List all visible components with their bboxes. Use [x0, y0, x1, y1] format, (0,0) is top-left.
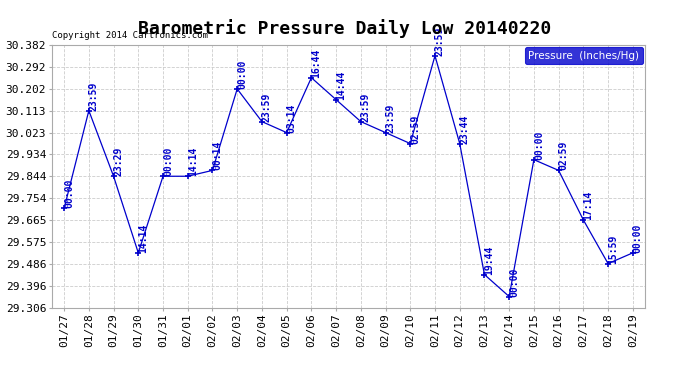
Text: 02:59: 02:59 [559, 141, 569, 170]
Text: Copyright 2014 Cartronics.com: Copyright 2014 Cartronics.com [52, 31, 208, 40]
Text: 14:44: 14:44 [336, 70, 346, 100]
Text: 00:00: 00:00 [163, 147, 173, 176]
Text: 23:59: 23:59 [435, 26, 445, 56]
Text: 02:59: 02:59 [411, 114, 420, 144]
Text: 14:14: 14:14 [138, 224, 148, 253]
Text: 19:44: 19:44 [484, 245, 495, 274]
Text: 23:59: 23:59 [262, 92, 272, 122]
Text: 00:00: 00:00 [534, 130, 544, 160]
Text: 03:14: 03:14 [286, 103, 297, 133]
Text: 15:59: 15:59 [608, 234, 618, 264]
Text: 23:44: 23:44 [460, 114, 470, 144]
Text: 23:59: 23:59 [89, 81, 99, 111]
Text: 23:29: 23:29 [114, 147, 124, 176]
Text: 23:59: 23:59 [386, 103, 395, 133]
Text: 16:44: 16:44 [311, 48, 322, 78]
Text: 23:59: 23:59 [361, 92, 371, 122]
Text: 00:00: 00:00 [509, 267, 519, 297]
Text: 17:14: 17:14 [583, 190, 593, 220]
Legend: Pressure  (Inches/Hg): Pressure (Inches/Hg) [525, 47, 643, 64]
Text: 14:14: 14:14 [188, 147, 198, 176]
Text: 00:14: 00:14 [213, 141, 222, 170]
Text: Barometric Pressure Daily Low 20140220: Barometric Pressure Daily Low 20140220 [139, 19, 551, 38]
Text: 00:00: 00:00 [237, 60, 247, 89]
Text: 00:00: 00:00 [633, 224, 643, 253]
Text: 00:00: 00:00 [64, 179, 74, 209]
